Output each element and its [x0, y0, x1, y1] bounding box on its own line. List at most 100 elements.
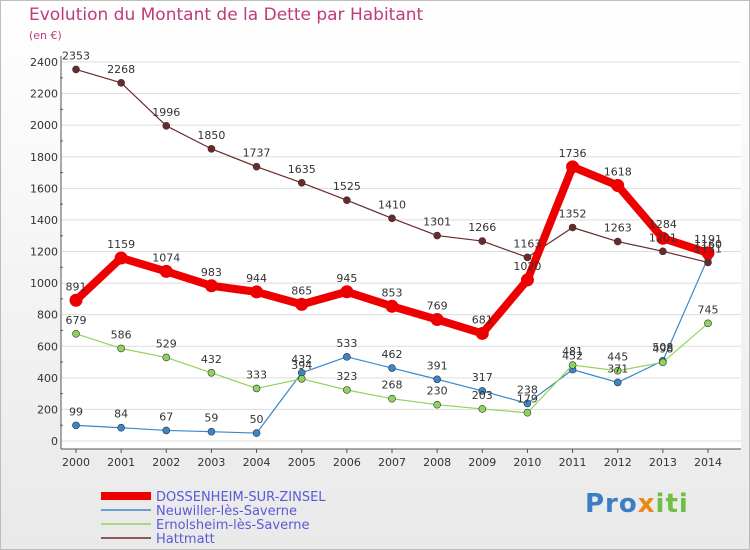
data-point [478, 237, 487, 245]
data-label: 983 [201, 266, 222, 279]
x-tick-label: 2012 [604, 456, 632, 469]
data-label: 1410 [378, 198, 406, 211]
data-label: 391 [427, 359, 448, 372]
data-label: 2353 [62, 49, 90, 62]
y-tick-label: 2000 [30, 119, 58, 132]
data-label: 50 [250, 413, 264, 426]
proxiti-logo: Proxiti [585, 489, 689, 519]
y-tick-label: 1600 [30, 182, 58, 195]
data-point [340, 285, 354, 299]
x-tick-label: 2004 [243, 456, 271, 469]
data-point [613, 366, 622, 375]
data-label: 1160 [694, 238, 722, 251]
data-label: 1736 [559, 147, 587, 160]
data-label: 481 [562, 345, 583, 358]
data-label: 498 [652, 342, 673, 355]
x-tick-label: 2008 [423, 456, 451, 469]
data-label: 945 [336, 272, 357, 285]
plot-area [61, 56, 741, 449]
logo-part-2: x [637, 489, 656, 519]
data-point [613, 237, 622, 246]
data-label: 1996 [152, 106, 180, 119]
data-point [478, 387, 487, 395]
data-point [520, 273, 534, 287]
data-point [297, 179, 306, 187]
data-point [252, 429, 261, 437]
logo-part-1: Pro [585, 489, 638, 519]
legend-label: Ernolsheim-lès-Saverne [156, 518, 309, 533]
data-point [656, 231, 670, 245]
data-point [568, 361, 577, 369]
data-point [566, 160, 580, 174]
legend-label: Hattmatt [156, 532, 215, 547]
x-tick-label: 2003 [197, 456, 225, 469]
data-label: 533 [336, 337, 357, 350]
data-point [343, 353, 351, 361]
x-tick-label: 2009 [468, 456, 496, 469]
data-label: 323 [336, 370, 357, 383]
data-label: 853 [382, 286, 403, 299]
y-tick-label: 1200 [30, 246, 58, 259]
y-tick-label: 0 [51, 435, 58, 448]
x-tick-label: 2010 [513, 456, 541, 469]
data-point [433, 231, 441, 240]
data-point [207, 427, 216, 436]
data-point [385, 299, 399, 313]
data-point [252, 384, 261, 393]
data-label: 1850 [197, 129, 225, 142]
data-point [478, 405, 487, 413]
data-point [72, 329, 80, 338]
data-label: 67 [159, 410, 173, 423]
data-label: 1159 [107, 238, 135, 251]
data-label: 99 [69, 405, 83, 418]
data-point [433, 375, 441, 384]
x-tick-label: 2011 [559, 456, 587, 469]
data-label: 371 [607, 362, 628, 375]
y-tick-label: 600 [37, 340, 58, 353]
data-point [162, 426, 171, 435]
data-label: 1191 [694, 233, 722, 246]
data-point [295, 297, 309, 311]
y-tick-label: 1800 [30, 151, 58, 164]
data-label: 1201 [649, 231, 677, 244]
data-label: 891 [66, 280, 87, 293]
y-tick-label: 200 [37, 403, 58, 416]
data-label: 1737 [243, 147, 271, 160]
data-point [162, 121, 171, 130]
data-label: 681 [472, 313, 493, 326]
chart-title: Evolution du Montant de la Dette par Hab… [29, 5, 424, 25]
data-label: 1635 [288, 163, 316, 176]
data-label: 586 [111, 328, 132, 341]
data-label: 679 [66, 314, 87, 327]
data-label: 769 [427, 300, 448, 313]
data-point [72, 65, 80, 74]
data-point [388, 214, 396, 223]
data-point [388, 394, 396, 403]
series-2 [72, 319, 712, 417]
data-label: 203 [472, 389, 493, 402]
data-point [388, 364, 396, 372]
data-point [207, 368, 216, 377]
data-point [159, 264, 173, 278]
x-tick-label: 2013 [649, 456, 677, 469]
data-label: 432 [201, 353, 222, 366]
data-point [117, 344, 125, 353]
x-tick-label: 2001 [107, 456, 135, 469]
labels-series-3: 2353 2268 1996 1850 1737 1635 1525 1410 1301 1266… [62, 49, 722, 255]
x-tick-label: 2005 [288, 456, 316, 469]
data-point [117, 423, 125, 432]
data-label: 59 [204, 412, 218, 425]
data-label: 432 [291, 353, 312, 366]
unit-label: (en €) [29, 29, 62, 42]
series-0 [69, 160, 715, 340]
data-point [659, 247, 667, 256]
x-tick-label: 2014 [694, 456, 722, 469]
data-label: 333 [246, 368, 267, 381]
data-label: 2268 [107, 63, 135, 76]
data-label: 1301 [423, 216, 451, 229]
data-label: 745 [698, 303, 719, 316]
data-point [204, 279, 218, 293]
data-label: 1074 [152, 251, 180, 264]
data-label: 1284 [649, 218, 677, 231]
